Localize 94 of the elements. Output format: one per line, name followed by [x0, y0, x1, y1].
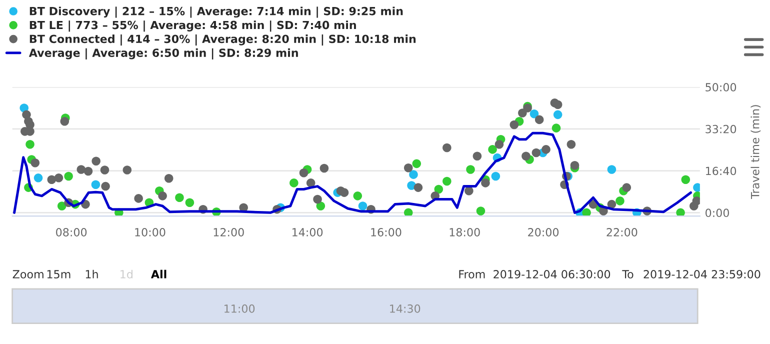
- text: Zoom: [12, 270, 44, 278]
- point: [158, 192, 167, 200]
- y-tick-label: 50:00: [706, 83, 736, 92]
- text: 1h: [86, 270, 98, 278]
- point: [92, 156, 100, 166]
- point: [60, 116, 70, 126]
- point: [681, 175, 690, 184]
- point: [607, 165, 616, 174]
- point: [607, 200, 616, 209]
- point: [414, 183, 423, 192]
- point: [316, 202, 326, 210]
- point: [522, 152, 530, 161]
- point: [84, 166, 93, 176]
- point: [442, 143, 452, 152]
- point: [553, 110, 562, 120]
- point: [622, 183, 632, 192]
- legend-label: BT Discovery | 212 – 15% | Average: 7:14 min | SD: 9:25 min: [30, 6, 403, 18]
- point: [518, 108, 527, 118]
- point: [676, 208, 685, 216]
- point: [442, 176, 452, 186]
- point: [340, 188, 349, 197]
- point: [494, 140, 504, 149]
- text: All: [150, 270, 166, 278]
- text: From: [459, 270, 485, 278]
- point: [57, 202, 66, 210]
- y-axis-title: Travel time (min): [750, 105, 761, 199]
- y-tick-label: 0:00: [706, 208, 730, 218]
- point: [54, 174, 64, 182]
- text: 2019-12-04 06:30:00: [494, 270, 610, 278]
- point: [76, 165, 86, 174]
- point: [570, 160, 580, 170]
- point: [464, 186, 474, 196]
- text: 15m: [47, 270, 70, 278]
- point: [290, 178, 298, 188]
- point: [101, 182, 110, 191]
- x-tick-label: 18:00: [450, 228, 480, 236]
- x-tick-label: 10:00: [135, 228, 166, 236]
- point: [466, 165, 475, 174]
- point: [616, 196, 624, 206]
- point: [434, 184, 444, 194]
- point: [690, 202, 698, 210]
- point: [47, 175, 56, 184]
- point: [24, 116, 33, 126]
- legend-label: BT Connected | 414 – 30% | Average: 8:20 min | SD: 10:18 min: [30, 34, 416, 46]
- point: [299, 168, 308, 178]
- point: [481, 178, 490, 188]
- point: [122, 166, 132, 174]
- x-tick-label: 22:00: [606, 228, 638, 236]
- point: [472, 152, 482, 161]
- point: [306, 178, 316, 188]
- point: [404, 208, 413, 216]
- text: To: [622, 270, 634, 278]
- point: [164, 174, 174, 183]
- x-tick-label: 16:00: [371, 228, 402, 236]
- point: [91, 180, 100, 190]
- point: [64, 172, 73, 181]
- point: [313, 194, 322, 204]
- point: [412, 159, 422, 168]
- text: 14:30: [390, 304, 420, 313]
- point: [353, 192, 362, 200]
- point: [553, 100, 562, 110]
- point: [358, 202, 368, 210]
- point: [491, 172, 500, 181]
- point: [476, 206, 486, 216]
- point: [26, 140, 34, 149]
- point: [510, 120, 519, 130]
- point: [100, 166, 110, 174]
- legend-label: Average | Average: 6:50 min | SD: 8:29 min: [28, 48, 298, 60]
- point: [30, 158, 40, 168]
- point: [134, 194, 143, 203]
- point: [488, 145, 497, 154]
- point: [582, 208, 591, 216]
- point: [532, 148, 541, 158]
- legend-label: BT LE | 773 – 55% | Average: 4:58 min | SD: 7:40 min: [30, 20, 356, 32]
- point: [185, 198, 194, 208]
- text: 11:00: [224, 304, 255, 313]
- point: [409, 170, 418, 179]
- y-tick-label: 16:40: [706, 166, 736, 176]
- x-tick-label: 14:00: [292, 228, 323, 236]
- point: [542, 145, 550, 154]
- point: [404, 163, 413, 172]
- point: [320, 164, 329, 173]
- point: [530, 109, 539, 118]
- point: [566, 140, 576, 149]
- x-tick-label: 20:00: [528, 228, 559, 236]
- text: 2019-12-04 23:59:00: [644, 270, 760, 278]
- point: [34, 174, 43, 182]
- point: [534, 115, 544, 124]
- x-tick-label: 12:00: [214, 228, 244, 236]
- point: [552, 124, 561, 132]
- line-series: [13, 132, 692, 214]
- y-tick-label: 33:20: [706, 124, 736, 134]
- point: [175, 193, 184, 202]
- x-tick-label: 08:00: [56, 228, 87, 236]
